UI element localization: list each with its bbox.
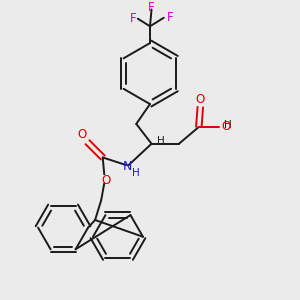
Text: H: H (224, 120, 232, 130)
Text: F: F (167, 11, 173, 24)
Text: H: H (132, 168, 140, 178)
Text: O: O (222, 120, 231, 133)
Text: O: O (77, 128, 87, 141)
Text: O: O (196, 93, 205, 106)
Text: N: N (122, 160, 132, 173)
Text: O: O (101, 175, 110, 188)
Text: F: F (130, 12, 136, 25)
Text: H: H (157, 136, 165, 146)
Text: F: F (148, 1, 155, 14)
